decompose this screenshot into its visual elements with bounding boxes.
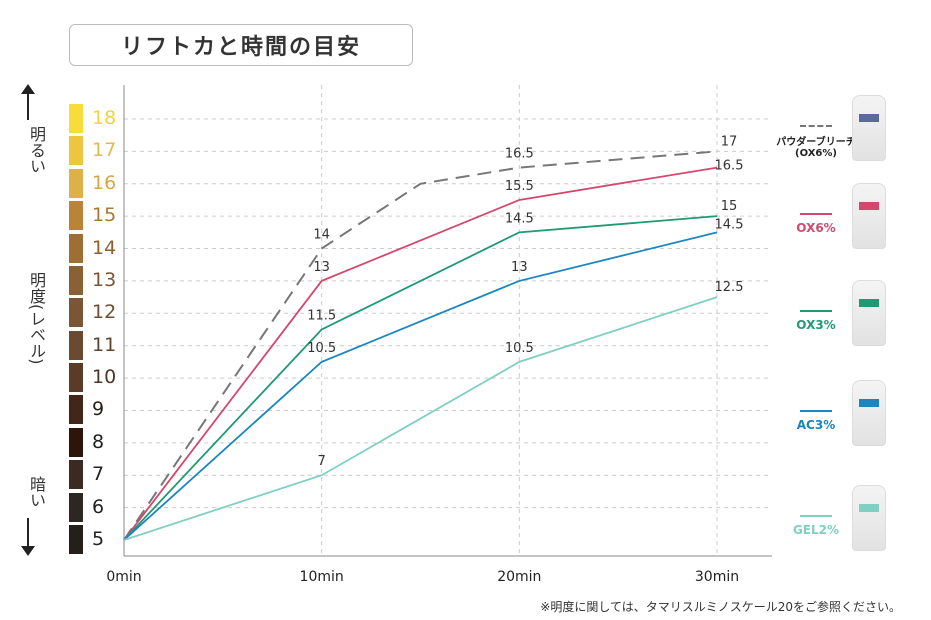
level-label-18: 18 [92,107,117,129]
data-label: 14.5 [715,217,744,232]
legend-swatch-1 [800,213,832,215]
data-label: 16.5 [505,147,534,162]
data-label: 17 [721,134,738,149]
level-label-11: 11 [92,333,117,356]
legend-name: AC3% [796,418,836,432]
up-arrowhead-icon [21,84,35,94]
data-label: 14.5 [505,211,534,226]
data-label: 14 [313,228,330,243]
level-swatch-16 [69,168,83,198]
level-label-14: 14 [92,236,117,259]
level-label-5: 5 [92,528,105,550]
data-label: 10.5 [505,341,534,356]
legend-name: パウダーブリーチ [776,137,856,148]
legend-swatch-3 [800,410,832,412]
label-level: 明度(レベル) [27,272,46,365]
legend-label: パウダーブリーチ (OX6%) [775,133,857,159]
product-image [852,280,886,346]
product-label-band [859,504,879,512]
level-swatch-18 [69,104,83,133]
level-label-6: 6 [92,495,105,518]
level-swatch-6 [69,492,83,522]
data-label: 13 [511,260,528,275]
product-image [852,95,886,161]
level-swatch-10 [69,363,83,393]
level-label-17: 17 [92,139,117,162]
legend-swatch-2 [800,310,832,312]
level-swatch-11 [69,330,83,360]
data-label: 12.5 [715,280,744,295]
label-dark: 暗い [27,476,46,508]
level-label-16: 16 [92,171,117,194]
footnote: ※明度に関しては、タマリスルミノスケール20をご参照ください。 [540,600,901,614]
level-swatch-7 [69,460,83,490]
level-label-13: 13 [92,268,117,291]
data-label: 16.5 [715,159,744,174]
level-swatch-17 [69,136,83,166]
data-label: 11.5 [307,309,336,324]
level-label-15: 15 [92,204,117,227]
legend-name-sub: (OX6%) [795,148,837,159]
level-label-7: 7 [92,463,105,486]
legend-name: GEL2% [792,523,840,537]
down-arrow-icon [27,518,29,548]
level-swatch-5 [69,525,83,554]
product-label-band [859,299,879,307]
product-label-band [859,399,879,407]
level-swatch-9 [69,395,83,425]
level-swatch-12 [69,298,83,328]
level-label-8: 8 [92,430,105,453]
series-line-パウダーブリーチ [123,150,718,541]
series-line-GEL2% [123,296,718,541]
x-tick-label: 30min [695,569,739,585]
legend-label: AC3% [775,418,857,432]
product-image [852,183,886,249]
x-tick-label: 10min [300,569,344,585]
x-tick-label: 20min [497,569,541,585]
level-label-12: 12 [92,301,117,324]
data-label: 10.5 [307,341,336,356]
product-label-band [859,202,879,210]
series-line-AC3% [123,231,718,541]
data-label: 13 [313,260,330,275]
level-label-10: 10 [92,366,117,389]
legend-name: OX6% [796,221,836,235]
label-bright: 明るい [27,126,46,174]
level-swatch-14 [69,233,83,263]
legend-label: OX3% [775,318,857,332]
legend-label: GEL2% [775,523,857,537]
down-arrowhead-icon [21,546,35,556]
legend-swatch-0 [800,125,832,127]
series-line-OX6% [123,166,718,541]
legend-name: OX3% [796,318,836,332]
product-image [852,380,886,446]
level-swatch-13 [69,265,83,295]
series-line-OX3% [123,215,718,541]
x-tick-label: 0min [106,569,141,585]
level-swatch-15 [69,201,83,231]
chart-title: リフトカと時間の目安 [69,24,413,66]
level-swatch-8 [69,427,83,457]
level-label-9: 9 [92,398,105,421]
data-label: 15 [721,199,738,214]
legend-swatch-4 [800,515,832,517]
data-label: 15.5 [505,179,534,194]
data-label: 7 [318,454,326,469]
up-arrow-icon [27,90,29,120]
legend-label: OX6% [775,221,857,235]
product-label-band [859,114,879,122]
product-image [852,485,886,551]
